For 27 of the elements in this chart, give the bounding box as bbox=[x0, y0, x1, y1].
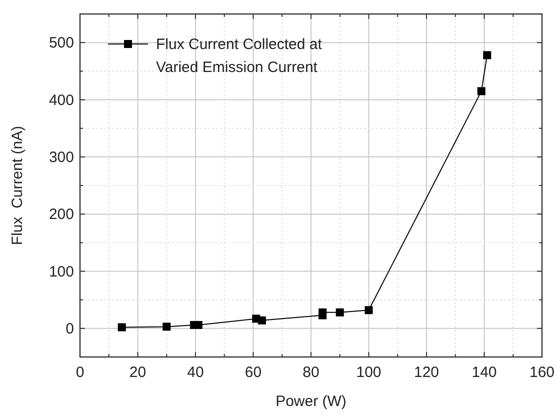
point bbox=[336, 308, 344, 316]
x-axis-title: Power (W) bbox=[276, 393, 346, 410]
y-tick-label: 400 bbox=[48, 92, 74, 109]
y-tick-label: 500 bbox=[48, 34, 74, 52]
y-tick-label: 0 bbox=[66, 320, 74, 338]
x-tick-label: 40 bbox=[187, 364, 204, 381]
point bbox=[194, 320, 202, 329]
y-tick-label: 300 bbox=[48, 148, 74, 166]
y-axis-title: Flux Current (nA) bbox=[9, 126, 26, 246]
x-tick-label: 20 bbox=[129, 364, 146, 381]
x-tick-label: 160 bbox=[529, 364, 555, 381]
x-tick-label: 100 bbox=[356, 364, 382, 381]
x-tick-label: 60 bbox=[244, 364, 262, 381]
y-tick-label: 200 bbox=[48, 206, 74, 224]
y-tick-label: 100 bbox=[48, 263, 74, 280]
point bbox=[483, 51, 492, 60]
x-tick-label: 120 bbox=[414, 364, 440, 381]
point bbox=[318, 308, 327, 316]
point bbox=[477, 87, 486, 96]
point bbox=[364, 306, 373, 314]
point bbox=[258, 316, 266, 324]
point bbox=[118, 323, 126, 332]
point bbox=[162, 322, 171, 331]
legend-label: Flux Current Collected at Varied Emission Current bbox=[156, 36, 323, 76]
x-tick-label: 140 bbox=[472, 364, 497, 381]
x-tick-label: 0 bbox=[76, 364, 84, 381]
x-tick-label: 80 bbox=[302, 364, 320, 381]
